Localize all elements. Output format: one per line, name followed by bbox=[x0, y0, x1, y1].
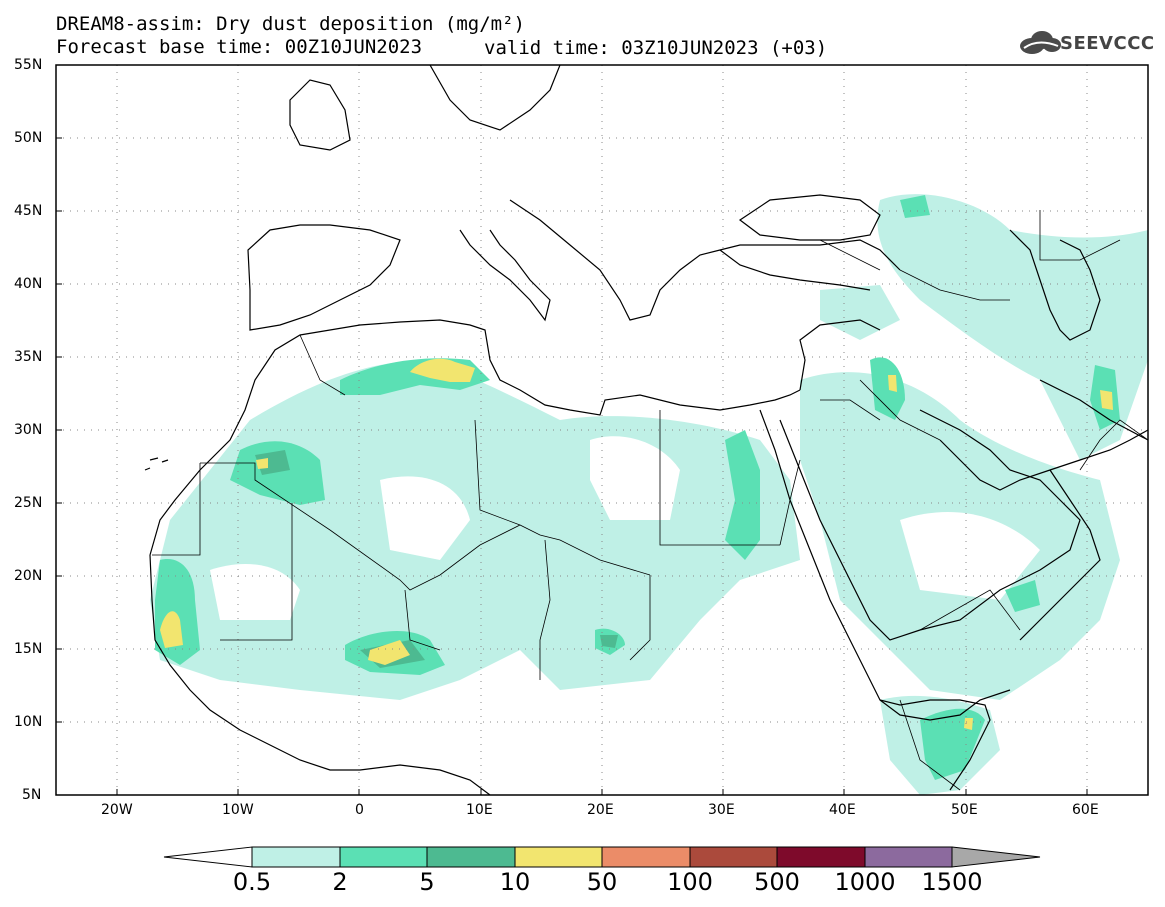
lon-label-20w: 20W bbox=[101, 802, 133, 818]
clear-area-2 bbox=[590, 436, 680, 520]
lat-label-35n: 35N bbox=[14, 349, 43, 365]
lat-label-40n: 40N bbox=[14, 276, 43, 292]
coast-north-africa bbox=[149, 319, 801, 556]
coastlines bbox=[144, 65, 1148, 795]
lat-label-45n: 45N bbox=[14, 203, 43, 219]
dust-field-layer bbox=[150, 194, 1148, 795]
clear-area-4 bbox=[900, 511, 1040, 600]
colorbar-box-7 bbox=[864, 846, 953, 868]
coast-iran bbox=[1039, 379, 1148, 441]
colorbar-label-4: 50 bbox=[586, 868, 618, 896]
lat-label-5n: 5N bbox=[22, 787, 42, 803]
dust-high-iraq bbox=[888, 375, 897, 392]
dust-high-niger bbox=[368, 640, 410, 665]
colorbar-box-0 bbox=[251, 846, 341, 868]
colorbar-box-4 bbox=[601, 846, 691, 868]
coast-black-sea bbox=[738, 194, 881, 241]
coast-oman bbox=[1019, 469, 1101, 641]
forecast-base-time: Forecast base time: 00Z10JUN2023 bbox=[56, 36, 423, 58]
colorbar-label-7: 1000 bbox=[834, 868, 896, 896]
clear-area-3 bbox=[380, 476, 470, 560]
coast-caspian bbox=[1009, 229, 1101, 341]
lat-label-20n: 20N bbox=[14, 568, 43, 584]
lon-label-10w: 10W bbox=[222, 802, 254, 818]
colorbar-box-3 bbox=[514, 846, 603, 868]
clear-area-1 bbox=[210, 564, 300, 620]
coast-uk bbox=[289, 79, 351, 151]
colorbar-label-6: 500 bbox=[754, 868, 800, 896]
axis-ticks bbox=[56, 137, 1088, 795]
dust-high-tunisia bbox=[410, 358, 475, 382]
coast-anatolia bbox=[719, 249, 871, 291]
colorbar-arrow-right bbox=[951, 846, 1041, 868]
lon-label-30e: 30E bbox=[708, 802, 735, 818]
lon-label-20e: 20E bbox=[587, 802, 614, 818]
map-title: DREAM8-assim: Dry dust deposition (mg/m²… bbox=[56, 13, 525, 35]
colorbar-box-1 bbox=[339, 846, 428, 868]
dust-high-mauritania bbox=[160, 611, 183, 648]
colorbar-label-1: 2 bbox=[332, 868, 348, 896]
borders bbox=[152, 210, 1148, 791]
lat-label-10n: 10N bbox=[14, 714, 43, 730]
valid-time: valid time: 03Z10JUN2023 (+03) bbox=[484, 37, 828, 59]
colorbar-box-5 bbox=[689, 846, 778, 868]
coast-horn bbox=[879, 689, 1011, 721]
lat-label-50n: 50N bbox=[14, 130, 43, 146]
colorbar-label-8: 1500 bbox=[921, 868, 983, 896]
dust-high-somalia bbox=[964, 718, 973, 730]
colorbar-label-3: 10 bbox=[499, 868, 531, 896]
dust-area-caspian bbox=[877, 194, 1148, 461]
lat-label-30n: 30N bbox=[14, 422, 43, 438]
dust-high-morocco bbox=[256, 458, 268, 469]
coast-west-africa bbox=[149, 554, 491, 795]
colorbar bbox=[163, 846, 1041, 868]
lat-label-25n: 25N bbox=[14, 495, 43, 511]
dust-medium-iraq bbox=[870, 357, 905, 420]
dust-medium-morocco bbox=[230, 441, 325, 505]
lon-label-40e: 40E bbox=[829, 802, 856, 818]
dust-high-iran bbox=[1100, 390, 1113, 410]
colorbar-arrow-left bbox=[163, 846, 253, 868]
coast-balkans bbox=[509, 199, 901, 321]
dust-medium-oman bbox=[1005, 580, 1040, 612]
coast-levant bbox=[799, 319, 881, 391]
colorbar-label-2: 5 bbox=[419, 868, 435, 896]
lon-label-10e: 10E bbox=[466, 802, 493, 818]
lon-label-60e: 60E bbox=[1072, 802, 1099, 818]
colorbar-label-5: 100 bbox=[667, 868, 713, 896]
dust-area-medit bbox=[820, 285, 900, 340]
dust-dark-morocco bbox=[255, 450, 290, 475]
lon-label-50e: 50E bbox=[951, 802, 978, 818]
dust-area-sahara bbox=[150, 360, 800, 700]
cloud-logo-icon bbox=[1020, 31, 1061, 54]
dust-dark-chad bbox=[600, 635, 618, 648]
lat-label-15n: 15N bbox=[14, 641, 43, 657]
coast-gulf bbox=[939, 429, 1148, 491]
coast-canary bbox=[144, 457, 169, 471]
colorbar-label-0: 0.5 bbox=[232, 868, 272, 896]
logo-text: SEEVCCC bbox=[1060, 33, 1155, 54]
coast-arabia-east bbox=[779, 409, 1081, 641]
dust-medium-nile bbox=[725, 430, 760, 560]
coast-scandinavia bbox=[429, 65, 561, 131]
colorbar-box-2 bbox=[426, 846, 516, 868]
colorbar-box-6 bbox=[776, 846, 866, 868]
lat-label-55n: 55N bbox=[14, 57, 43, 73]
coast-iberia bbox=[247, 224, 401, 331]
coast-italy bbox=[459, 229, 551, 322]
dust-medium-caspian bbox=[900, 195, 930, 218]
lon-label-0: 0 bbox=[355, 802, 364, 818]
map-grid bbox=[56, 65, 1148, 795]
